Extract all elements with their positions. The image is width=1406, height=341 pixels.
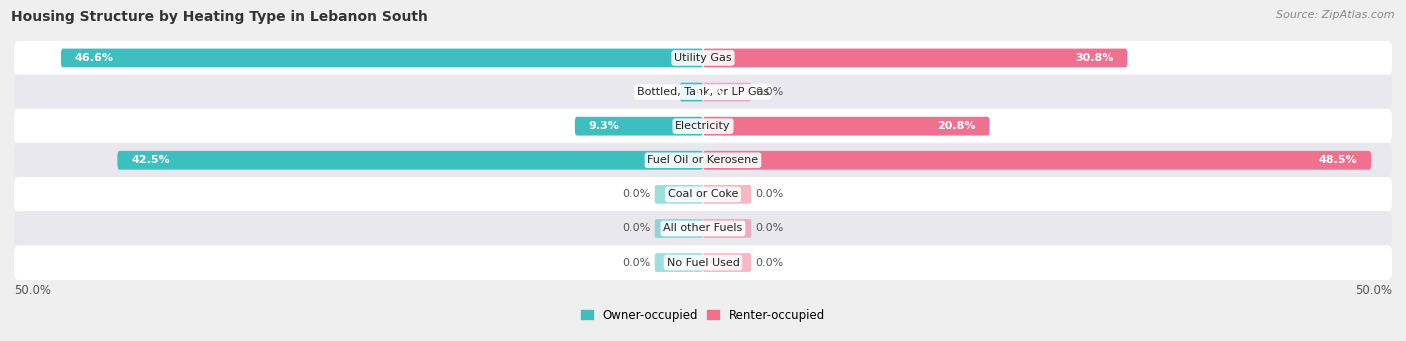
Text: 0.0%: 0.0% bbox=[755, 87, 783, 97]
Text: 0.0%: 0.0% bbox=[755, 223, 783, 234]
Text: Electricity: Electricity bbox=[675, 121, 731, 131]
Text: 30.8%: 30.8% bbox=[1076, 53, 1114, 63]
Text: 42.5%: 42.5% bbox=[131, 155, 170, 165]
FancyBboxPatch shape bbox=[14, 143, 1392, 178]
FancyBboxPatch shape bbox=[655, 253, 703, 272]
FancyBboxPatch shape bbox=[14, 75, 1392, 109]
FancyBboxPatch shape bbox=[703, 185, 751, 204]
FancyBboxPatch shape bbox=[60, 49, 703, 68]
Text: 0.0%: 0.0% bbox=[623, 257, 651, 268]
Text: 0.0%: 0.0% bbox=[755, 189, 783, 199]
FancyBboxPatch shape bbox=[14, 109, 1392, 144]
Text: Fuel Oil or Kerosene: Fuel Oil or Kerosene bbox=[647, 155, 759, 165]
Text: 50.0%: 50.0% bbox=[14, 284, 51, 297]
Text: 0.0%: 0.0% bbox=[623, 223, 651, 234]
Text: 9.3%: 9.3% bbox=[589, 121, 620, 131]
FancyBboxPatch shape bbox=[14, 245, 1392, 280]
Text: Housing Structure by Heating Type in Lebanon South: Housing Structure by Heating Type in Leb… bbox=[11, 10, 427, 24]
Text: All other Fuels: All other Fuels bbox=[664, 223, 742, 234]
FancyBboxPatch shape bbox=[703, 151, 1371, 170]
FancyBboxPatch shape bbox=[14, 177, 1392, 212]
Text: Utility Gas: Utility Gas bbox=[675, 53, 731, 63]
Legend: Owner-occupied, Renter-occupied: Owner-occupied, Renter-occupied bbox=[576, 304, 830, 326]
FancyBboxPatch shape bbox=[703, 117, 990, 136]
Text: 46.6%: 46.6% bbox=[75, 53, 114, 63]
FancyBboxPatch shape bbox=[679, 83, 703, 102]
FancyBboxPatch shape bbox=[703, 219, 751, 238]
Text: 50.0%: 50.0% bbox=[1355, 284, 1392, 297]
Text: 48.5%: 48.5% bbox=[1319, 155, 1358, 165]
Text: Coal or Coke: Coal or Coke bbox=[668, 189, 738, 199]
Text: 0.0%: 0.0% bbox=[755, 257, 783, 268]
Text: 0.0%: 0.0% bbox=[623, 189, 651, 199]
Text: Bottled, Tank, or LP Gas: Bottled, Tank, or LP Gas bbox=[637, 87, 769, 97]
FancyBboxPatch shape bbox=[655, 219, 703, 238]
Text: No Fuel Used: No Fuel Used bbox=[666, 257, 740, 268]
FancyBboxPatch shape bbox=[703, 253, 751, 272]
Text: Source: ZipAtlas.com: Source: ZipAtlas.com bbox=[1277, 10, 1395, 20]
FancyBboxPatch shape bbox=[703, 83, 751, 102]
FancyBboxPatch shape bbox=[655, 185, 703, 204]
FancyBboxPatch shape bbox=[703, 49, 1128, 68]
FancyBboxPatch shape bbox=[14, 211, 1392, 246]
FancyBboxPatch shape bbox=[117, 151, 703, 170]
FancyBboxPatch shape bbox=[14, 41, 1392, 75]
Text: 1.7%: 1.7% bbox=[693, 87, 724, 97]
Text: 20.8%: 20.8% bbox=[938, 121, 976, 131]
FancyBboxPatch shape bbox=[575, 117, 703, 136]
